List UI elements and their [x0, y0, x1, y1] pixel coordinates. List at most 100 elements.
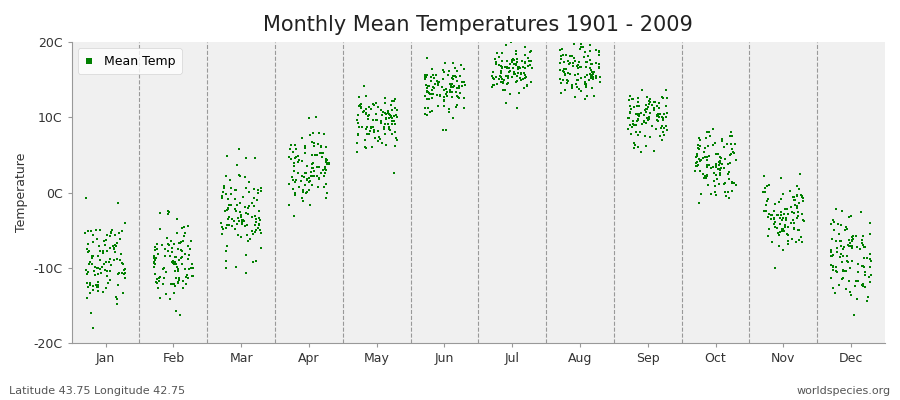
Mean Temp — [251, 225, 266, 231]
Mean Temp — [767, 221, 781, 227]
Mean Temp — [824, 221, 838, 228]
Mean Temp — [841, 242, 855, 249]
Mean Temp — [425, 91, 439, 98]
Mean Temp — [704, 190, 718, 197]
Mean Temp — [652, 99, 666, 106]
Mean Temp — [512, 65, 526, 71]
Mean Temp — [711, 166, 725, 173]
Mean Temp — [759, 202, 773, 208]
Mean Temp — [587, 93, 601, 99]
Mean Temp — [724, 146, 739, 152]
Mean Temp — [251, 190, 266, 196]
Mean Temp — [227, 217, 241, 224]
Mean Temp — [159, 268, 174, 275]
Mean Temp — [713, 166, 727, 172]
Mean Temp — [580, 81, 594, 88]
Mean Temp — [574, 41, 589, 48]
Mean Temp — [489, 74, 503, 80]
Mean Temp — [859, 244, 873, 250]
Mean Temp — [772, 221, 787, 228]
Mean Temp — [631, 111, 645, 118]
Mean Temp — [436, 103, 451, 109]
Mean Temp — [855, 281, 869, 287]
Mean Temp — [79, 267, 94, 273]
Mean Temp — [761, 214, 776, 221]
Mean Temp — [779, 215, 794, 221]
Mean Temp — [151, 285, 166, 292]
Mean Temp — [99, 259, 113, 265]
Mean Temp — [359, 145, 374, 152]
Mean Temp — [794, 192, 808, 198]
Mean Temp — [712, 162, 726, 168]
Mean Temp — [720, 171, 734, 177]
Mean Temp — [439, 90, 454, 97]
Mean Temp — [220, 224, 234, 231]
Mean Temp — [176, 237, 190, 244]
Mean Temp — [446, 94, 460, 100]
Mean Temp — [563, 60, 578, 66]
Mean Temp — [591, 48, 606, 54]
Mean Temp — [432, 79, 446, 86]
Mean Temp — [109, 243, 123, 249]
Mean Temp — [699, 156, 714, 163]
Mean Temp — [698, 154, 712, 160]
Mean Temp — [855, 236, 869, 243]
Mean Temp — [832, 282, 846, 288]
Mean Temp — [761, 233, 776, 239]
Mean Temp — [724, 141, 738, 148]
Legend: Mean Temp: Mean Temp — [78, 48, 182, 74]
Mean Temp — [171, 280, 185, 287]
Mean Temp — [420, 72, 435, 78]
Mean Temp — [842, 214, 856, 220]
Mean Temp — [509, 48, 524, 54]
Mean Temp — [353, 102, 367, 108]
Mean Temp — [229, 208, 243, 214]
Mean Temp — [519, 74, 534, 80]
Mean Temp — [379, 116, 393, 122]
Mean Temp — [776, 246, 790, 253]
Mean Temp — [644, 96, 658, 102]
Mean Temp — [788, 220, 802, 226]
Mean Temp — [489, 60, 503, 67]
Mean Temp — [844, 292, 859, 299]
Mean Temp — [851, 260, 866, 267]
Mean Temp — [287, 179, 302, 186]
Mean Temp — [103, 268, 117, 275]
Mean Temp — [621, 115, 635, 121]
Mean Temp — [727, 141, 742, 148]
Mean Temp — [387, 118, 401, 124]
Mean Temp — [657, 132, 671, 138]
Mean Temp — [864, 258, 878, 264]
Mean Temp — [230, 232, 245, 238]
Mean Temp — [563, 53, 578, 60]
Mean Temp — [300, 162, 314, 169]
Mean Temp — [713, 167, 727, 173]
Mean Temp — [296, 188, 310, 195]
Mean Temp — [496, 80, 510, 86]
Mean Temp — [788, 239, 803, 246]
Mean Temp — [255, 188, 269, 194]
Mean Temp — [241, 189, 256, 195]
Mean Temp — [118, 220, 132, 226]
Mean Temp — [356, 82, 371, 89]
Mean Temp — [855, 233, 869, 240]
Mean Temp — [252, 220, 266, 227]
Mean Temp — [239, 222, 254, 228]
Mean Temp — [252, 215, 266, 222]
Mean Temp — [789, 192, 804, 199]
Mean Temp — [305, 181, 320, 188]
Mean Temp — [510, 104, 525, 111]
Mean Temp — [368, 111, 382, 117]
Mean Temp — [654, 125, 669, 132]
Mean Temp — [578, 74, 592, 80]
Mean Temp — [310, 152, 324, 158]
Mean Temp — [591, 65, 606, 71]
Mean Temp — [185, 264, 200, 271]
Mean Temp — [100, 273, 114, 279]
Mean Temp — [630, 132, 644, 138]
Mean Temp — [656, 117, 670, 123]
Mean Temp — [422, 82, 436, 89]
Mean Temp — [89, 282, 104, 288]
Mean Temp — [388, 104, 402, 111]
Mean Temp — [241, 211, 256, 217]
